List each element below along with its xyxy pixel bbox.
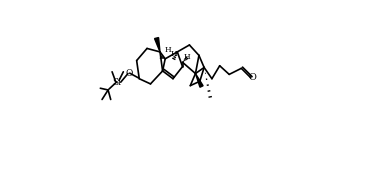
Text: Si: Si xyxy=(112,78,121,87)
Text: O: O xyxy=(249,73,257,82)
Polygon shape xyxy=(154,38,160,52)
Polygon shape xyxy=(196,74,203,87)
Text: H: H xyxy=(170,51,177,58)
Text: O: O xyxy=(125,69,132,78)
Text: H: H xyxy=(165,46,171,54)
Text: H: H xyxy=(184,53,190,61)
